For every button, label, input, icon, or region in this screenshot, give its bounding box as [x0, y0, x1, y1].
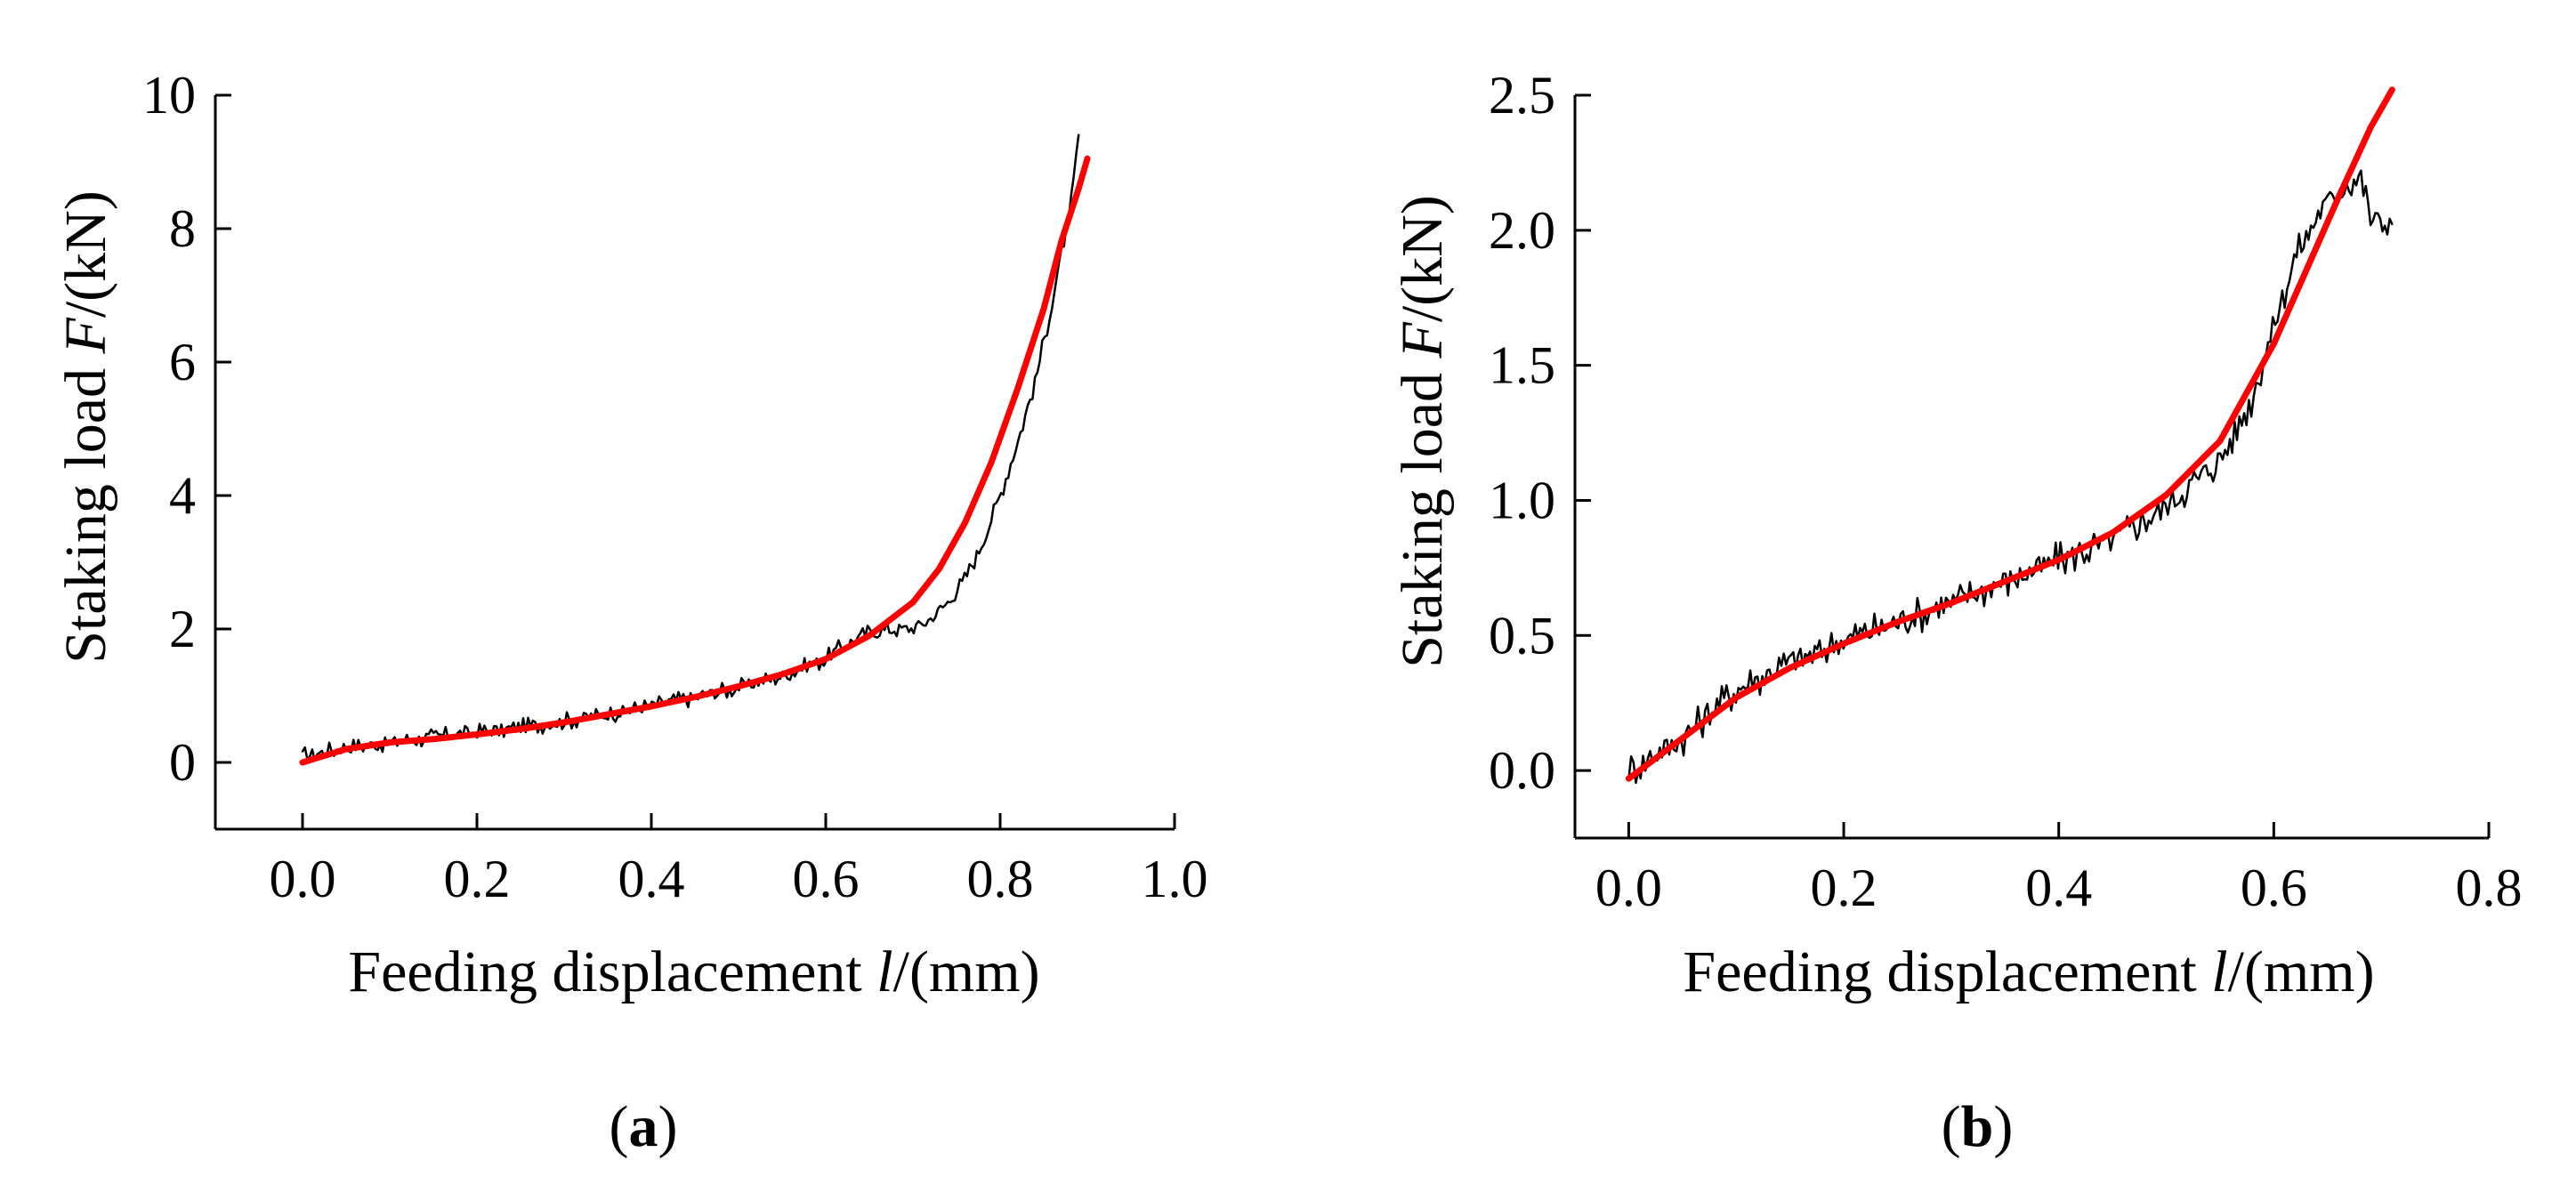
chart-b-x-tick-label: 0.4: [2025, 859, 2092, 917]
chart-b-x-tick-label: 0.2: [1811, 859, 1877, 917]
chart-a-x-tick-label: 0.6: [793, 850, 860, 908]
chart-b-y-axis-label: Staking load F/(kN): [1390, 195, 1455, 668]
chart-a: Staking load F/(kN) Feeding displacement…: [53, 66, 1208, 1004]
panel-label-a: (a): [610, 1094, 678, 1159]
chart-a-x-tick-label: 0.8: [967, 850, 1034, 908]
chart-b-x-tick-label: 0.6: [2241, 859, 2307, 917]
chart-a-y-tick-label: 8: [169, 199, 196, 258]
chart-b-y-tick-label: 2.5: [1489, 66, 1555, 125]
chart-a-y-tick-label: 10: [142, 66, 196, 125]
chart-a-y-tick-label: 6: [169, 333, 196, 391]
chart-b-x-tick-label: 0.0: [1595, 859, 1662, 917]
chart-a-x-tick-label: 0.4: [618, 850, 685, 908]
chart-b-series-fitted: [1625, 86, 2395, 782]
chart-b-x-tick-label: 0.8: [2456, 859, 2523, 917]
chart-a-x-tick-label: 0.0: [270, 850, 336, 908]
chart-b-y-tick-label: 2.0: [1489, 201, 1555, 260]
chart-a-series-measured: [301, 133, 1080, 762]
chart-a-x-axis-label: Feeding displacement l/(mm): [348, 939, 1039, 1004]
chart-a-series-fitted: [299, 155, 1091, 766]
chart-b-y-tick-label: 0.5: [1489, 606, 1555, 665]
chart-a-x-tick-label: 0.2: [444, 850, 511, 908]
chart-a-y-tick-label: 0: [169, 733, 196, 792]
chart-b-y-tick-label: 0.0: [1489, 741, 1555, 800]
chart-b: Staking load F/(kN) Feeding displacement…: [1390, 66, 2523, 1004]
chart-a-y-axis-label: Staking load F/(kN): [53, 190, 118, 664]
chart-b-x-axis-label: Feeding displacement l/(mm): [1683, 939, 2374, 1004]
chart-a-x-tick-label: 1.0: [1142, 850, 1208, 908]
chart-a-y-tick-label: 2: [169, 600, 196, 658]
chart-b-y-tick-label: 1.5: [1489, 336, 1555, 395]
chart-b-y-tick-label: 1.0: [1489, 471, 1555, 529]
panel-label-b: (b): [1942, 1094, 2014, 1159]
chart-a-y-tick-label: 4: [169, 466, 196, 525]
